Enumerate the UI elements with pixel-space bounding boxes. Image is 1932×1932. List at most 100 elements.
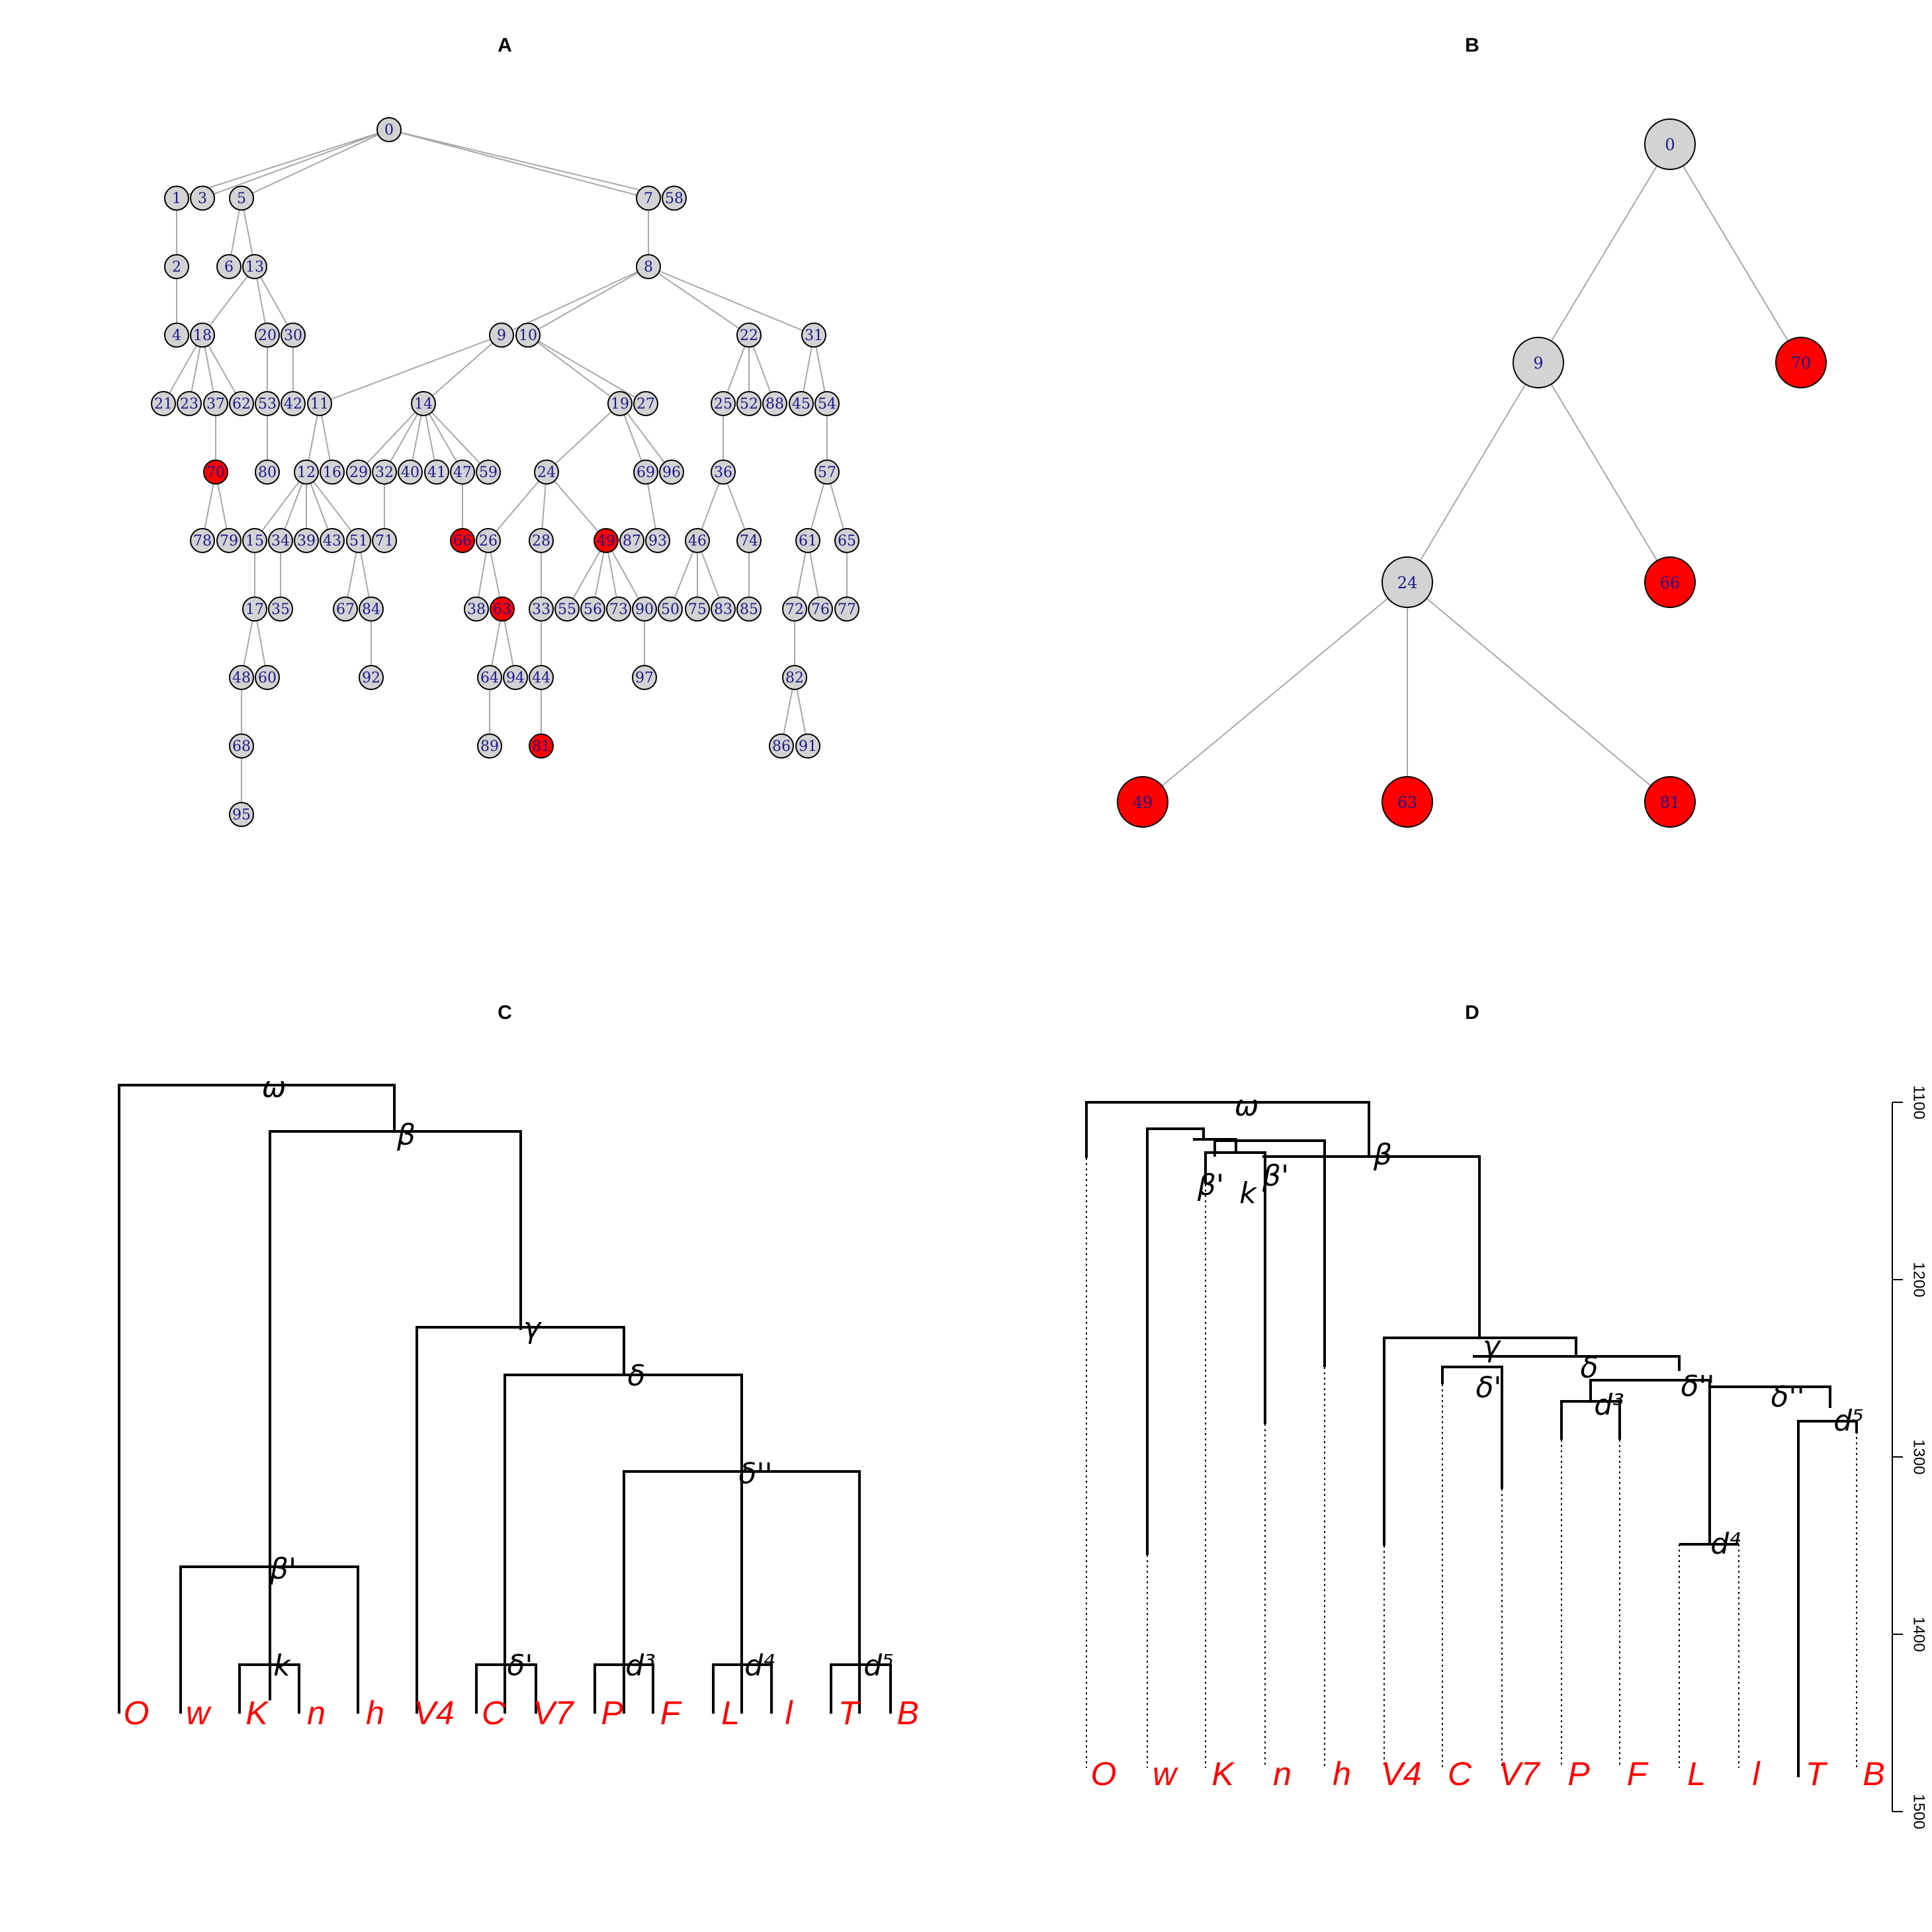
node-circle [477,665,502,690]
node-circle [229,391,254,416]
node-label: 61 [799,533,817,550]
node-label: 81 [1660,793,1681,812]
node: 89 [477,733,502,759]
node-label: 22 [740,328,758,344]
node-label: 70 [206,464,225,481]
edge [306,471,359,541]
leaf-label: B [897,1694,918,1732]
node-label: 1 [172,191,181,207]
node-circle [632,596,657,622]
node-circle [242,596,267,622]
leaf-label: C [1448,1755,1472,1792]
node-circle [762,391,787,416]
node: 9 [1513,337,1564,388]
node: 49 [593,528,619,553]
leaf-label: T [1806,1755,1828,1792]
node-circle [662,185,687,211]
node-circle [1644,118,1696,170]
d-label-delta: δ [1581,1351,1599,1385]
leaf-label: K [1211,1755,1235,1792]
node: 21 [151,391,176,416]
axis-tick-label: 1100 [1910,1085,1928,1120]
node-label: 38 [467,601,486,618]
node: 25 [711,391,736,416]
node: 67 [333,596,358,622]
node-label: 71 [375,533,394,550]
node: 46 [685,528,710,553]
node: 54 [814,391,840,416]
node: 57 [814,459,840,485]
node: 1 [164,185,189,211]
node-label: 54 [818,396,836,413]
panel-d-title: D [1465,1002,1479,1024]
node: 87 [619,528,644,553]
node: 90 [632,596,657,622]
edge [202,129,390,199]
node: 17 [242,596,267,622]
leaf-label: C [482,1694,506,1732]
node-circle [203,459,228,485]
edge [605,540,645,609]
d-label-d3: d³ [1594,1388,1624,1422]
node-label: 79 [220,533,238,550]
node: 18 [190,322,215,348]
node: 59 [476,459,501,485]
node: 58 [662,185,687,211]
node-label: 2 [172,259,181,276]
node-circle [372,528,397,553]
node-label: 86 [772,738,791,755]
node: 19 [607,391,633,416]
node: 91 [795,733,820,759]
c-label-d5: d⁵ [863,1649,894,1683]
node-circle [633,391,658,416]
node-label: 84 [362,601,380,618]
edge [546,471,607,541]
node-label: 95 [232,807,251,824]
node-circle [268,596,293,622]
node-label: 81 [532,738,550,755]
node: 4 [164,322,189,348]
node-label: 8 [644,259,653,276]
node-label: 7 [644,191,653,207]
edge [254,266,294,335]
d-label-delta-dprime-1: δ'' [1681,1370,1714,1403]
node-circle [645,528,670,553]
node: 33 [529,596,554,622]
leaf-label: L [721,1694,740,1732]
node-circle [320,528,345,553]
node: 97 [632,665,657,690]
panel-d-axis: 1100 1200 1300 1400 1500 [1892,1085,1928,1829]
node-circle [242,528,267,553]
node-label: 75 [688,601,707,618]
node-label: 10 [519,328,537,344]
edge [527,334,621,404]
node-label: 68 [232,738,251,755]
node: 64 [477,665,502,690]
node-label: 28 [532,533,550,550]
node: 0 [1644,118,1696,170]
leaf-label: O [1091,1755,1117,1792]
node: 94 [503,665,528,690]
node-label: 62 [232,396,251,413]
node-circle [376,117,402,142]
node-circle [346,459,371,485]
node-circle [593,528,619,553]
edge [423,403,489,473]
node-circle [255,391,280,416]
node-label: 63 [493,601,511,618]
edge [254,471,307,541]
edge [1538,144,1671,363]
node-circle [489,322,514,348]
node-label: 23 [180,396,198,413]
node-label: 29 [349,464,368,481]
node: 7 [636,185,661,211]
node-circle [659,459,684,485]
node-label: 35 [271,601,290,618]
edge [423,334,502,404]
edge [319,334,502,404]
node-label: 13 [245,259,264,276]
node-circle [242,254,267,279]
node: 0 [376,117,402,142]
leaf-label: w [186,1694,212,1732]
